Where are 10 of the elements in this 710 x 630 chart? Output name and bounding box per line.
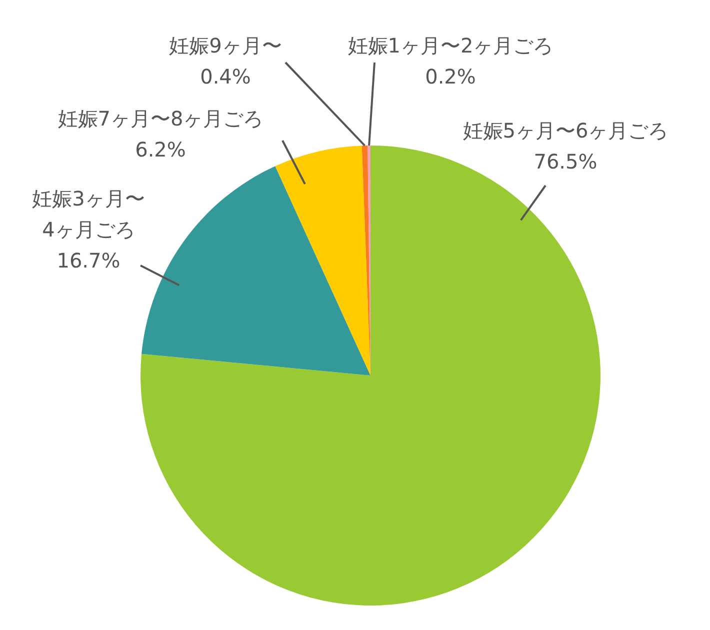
data-label: 0.4%	[200, 64, 251, 88]
slice-label: 妊娠7ヶ月〜8ヶ月ごろ	[58, 106, 264, 130]
data-label: 16.7%	[56, 248, 120, 272]
data-label: 6.2%	[135, 138, 186, 162]
slice-label: 妊娠5ヶ月〜6ヶ月ごろ	[462, 118, 668, 142]
slice-label: 妊娠3ヶ月〜4ヶ月ごろ	[32, 186, 145, 242]
data-label: 76.5%	[534, 150, 598, 174]
data-label: 0.2%	[425, 64, 476, 88]
slice-label: 妊娠1ヶ月〜2ヶ月ごろ	[348, 34, 554, 58]
slice-label: 妊娠9ヶ月〜	[169, 34, 282, 58]
